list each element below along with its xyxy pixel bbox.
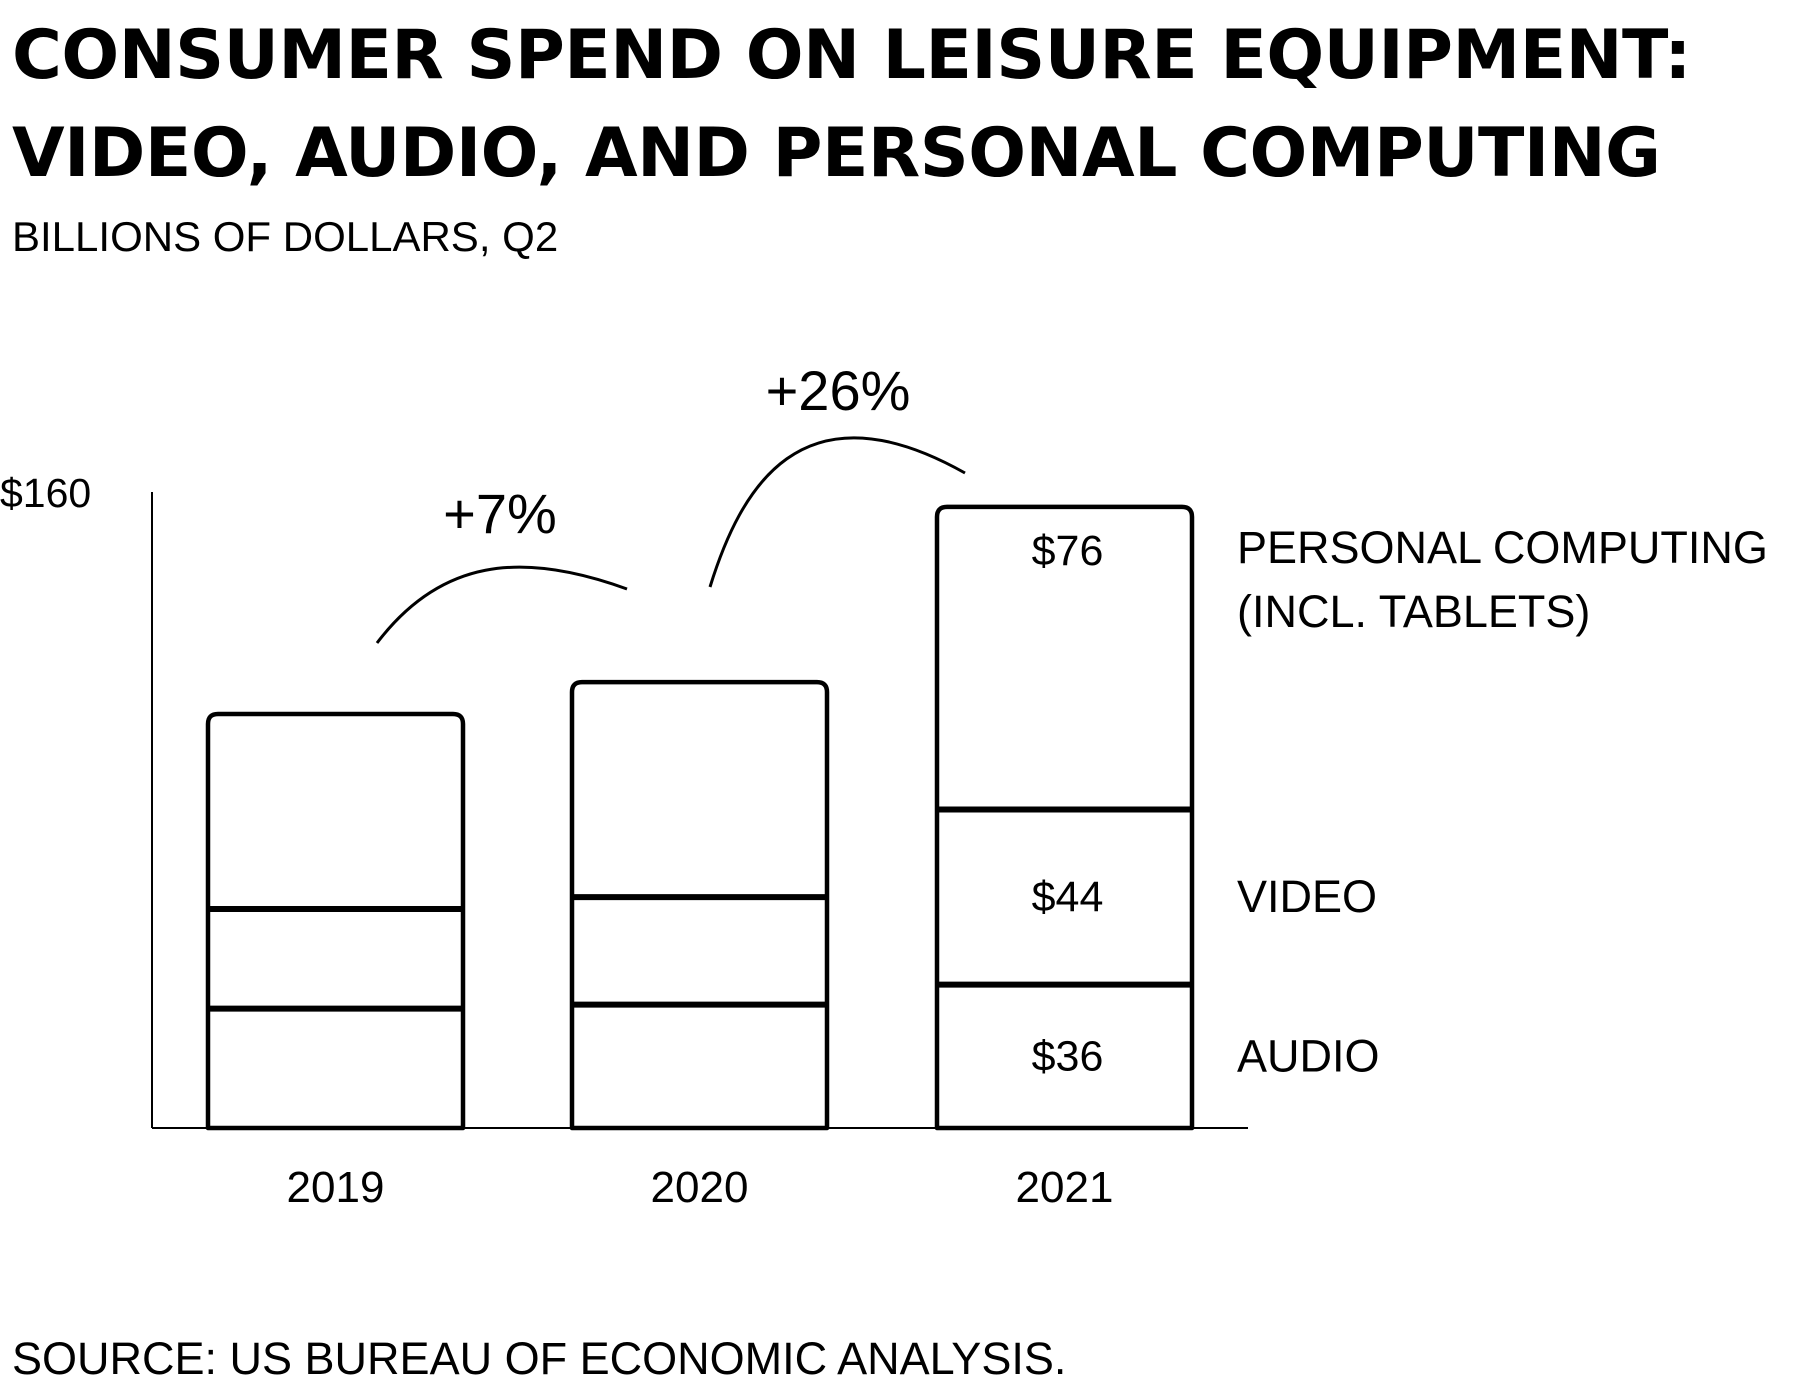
growth-arc-2020-2021 [708, 436, 966, 588]
chart-title-line-2: VIDEO, AUDIO, AND PERSONAL COMPUTING [12, 114, 1661, 193]
x-axis-label-2020: 2020 [651, 1163, 749, 1212]
x-axis-label-2021: 2021 [1016, 1163, 1114, 1212]
series-label-audio: AUDIO [1237, 1030, 1380, 1081]
bar-segment-2019-personal-computing-incl-tablets [208, 713, 463, 910]
bar-outline-2021 [934, 504, 1195, 1131]
chart-subtitle: BILLIONS OF DOLLARS, Q2 [12, 213, 559, 260]
bar-outline-2020 [569, 679, 830, 1131]
bar-segment-2021-audio [937, 984, 1192, 1128]
growth-arc-2019-2020 [375, 565, 628, 644]
bar-segment-2019-video [208, 909, 463, 1009]
y-axis-tick-label: $160 [0, 470, 91, 516]
series-label-personal-computing-incl-tablets-line-1: PERSONAL COMPUTING [1237, 522, 1768, 573]
source-note: SOURCE: US BUREAU OF ECONOMIC ANALYSIS. [12, 1333, 1067, 1384]
bar-segment-2019-audio [208, 1008, 463, 1128]
x-axis-label-2019: 2019 [287, 1163, 385, 1212]
value-label-2021-personal-computing-incl-tablets: $76 [1032, 527, 1104, 575]
bar-segment-2021-personal-computing-incl-tablets [937, 506, 1192, 810]
bar-segment-2020-video [572, 897, 827, 1005]
growth-label-2020-2021: +26% [766, 359, 911, 422]
bar-segment-2020-personal-computing-incl-tablets [572, 682, 827, 898]
chart-title-line-1: CONSUMER SPEND ON LEISURE EQUIPMENT: [12, 16, 1691, 95]
value-label-2021-video: $44 [1032, 873, 1104, 921]
series-label-personal-computing-incl-tablets-line-2: (INCL. TABLETS) [1237, 586, 1590, 637]
value-label-2021-audio: $36 [1032, 1032, 1104, 1080]
series-label-video: VIDEO [1237, 871, 1377, 922]
growth-label-2019-2020: +7% [443, 482, 557, 545]
bar-segment-2021-video [937, 809, 1192, 985]
bar-outline-2019 [205, 711, 466, 1131]
bar-segment-2020-audio [572, 1004, 827, 1128]
